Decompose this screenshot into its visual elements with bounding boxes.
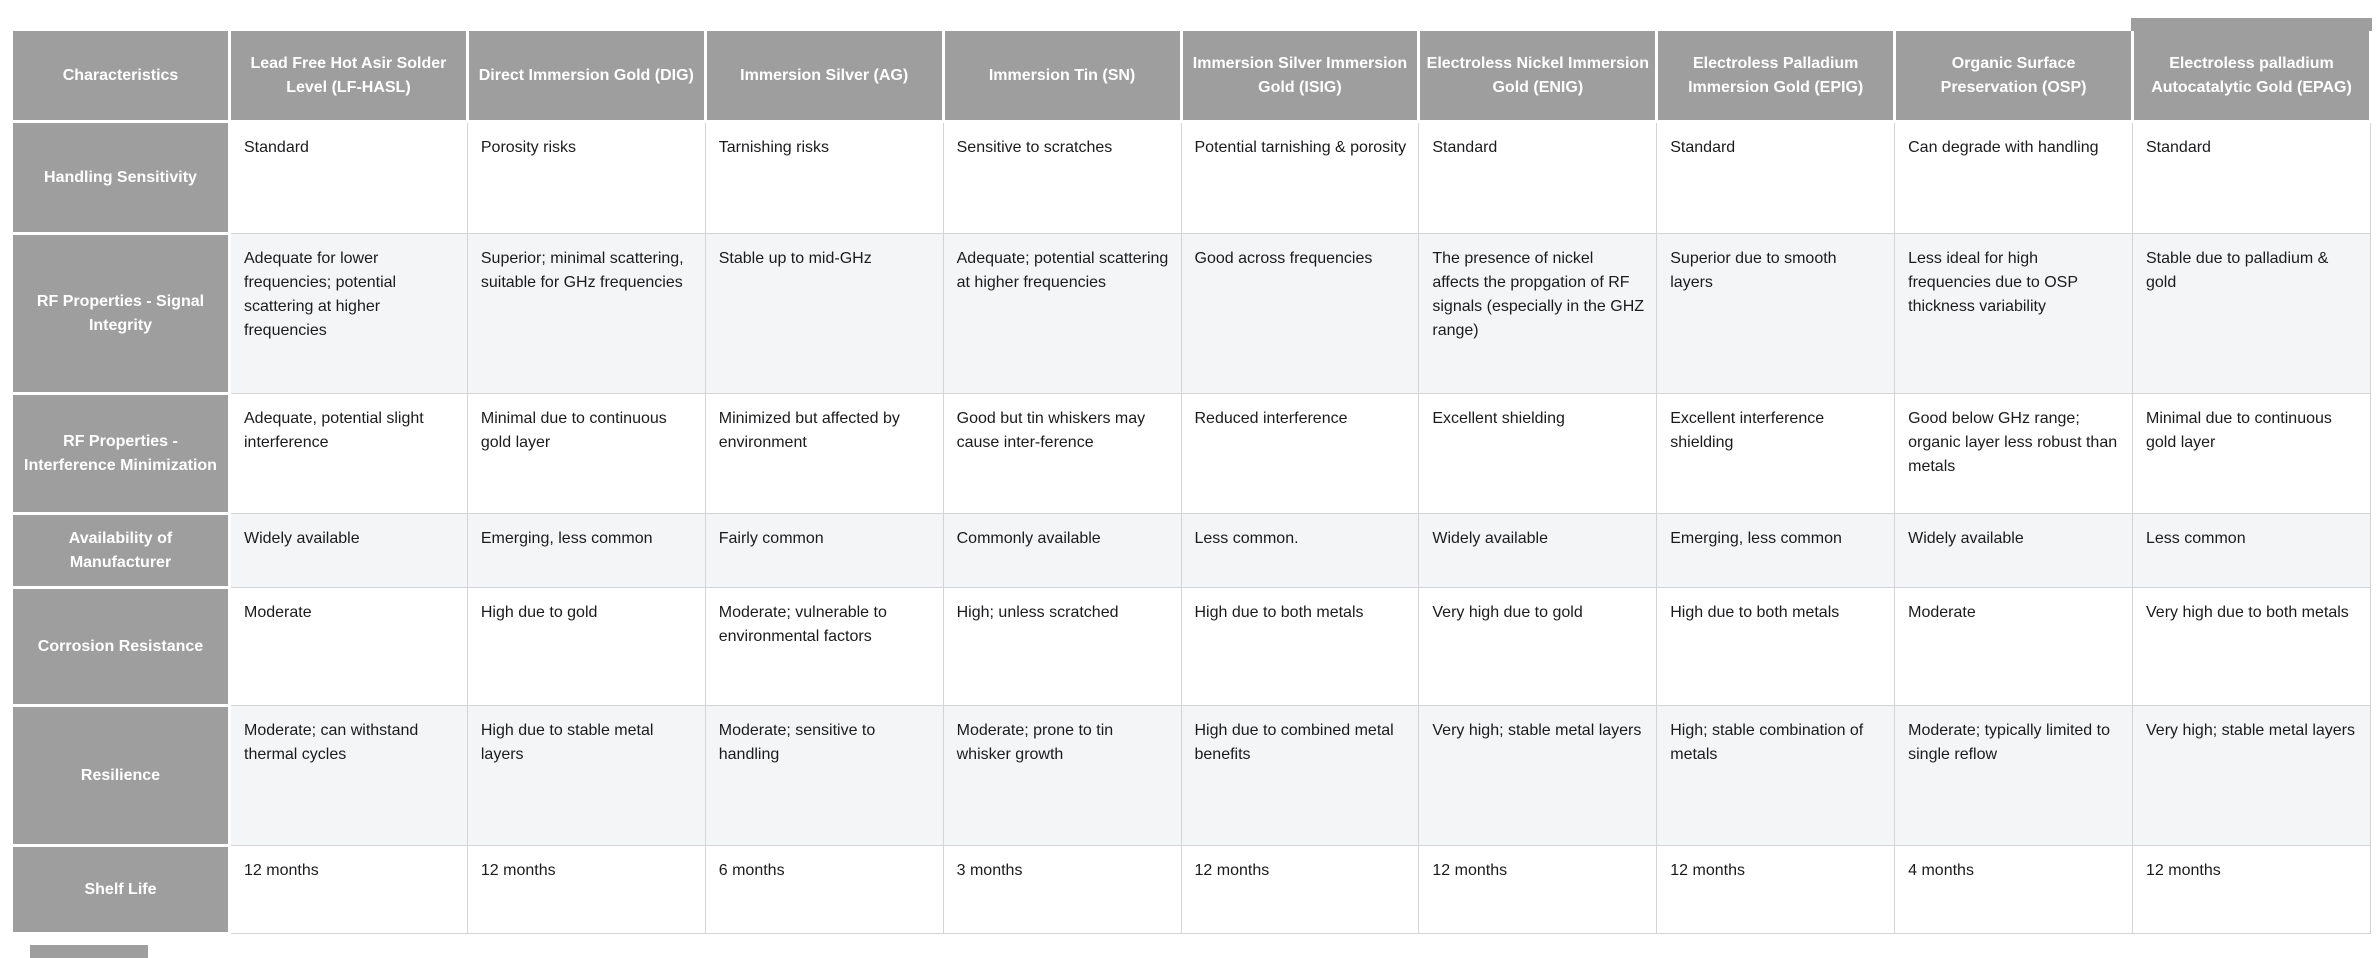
table-cell: 12 months — [1180, 845, 1420, 934]
column-header: Immersion Tin (SN) — [941, 28, 1183, 123]
table-cell: 12 months — [1418, 845, 1658, 934]
partial-next-row-label — [30, 945, 148, 958]
table-cell: High; unless scratched — [942, 587, 1182, 706]
table-cell: Adequate; potential scattering at higher… — [942, 233, 1182, 394]
table-cell: Standard — [1656, 121, 1896, 234]
row-label: RF Properties - Signal Integrity — [10, 232, 231, 395]
table-cell: Excellent shielding — [1418, 393, 1658, 514]
column-header: Electroless palladium Autocatalytic Gold… — [2131, 19, 2374, 123]
column-header: Organic Surface Preservation (OSP) — [1893, 28, 2134, 123]
table-cell: 12 months — [2132, 845, 2371, 934]
table-header: Characteristics Lead Free Hot Asir Solder… — [10, 19, 2374, 123]
table-cell: Commonly available — [942, 513, 1182, 588]
table-cell: Tarnishing risks — [704, 121, 944, 234]
table-cell: Moderate; vulnerable to environmental fa… — [704, 587, 944, 706]
characteristics-header: Characteristics — [10, 28, 231, 123]
table-cell: High due to stable metal layers — [466, 705, 706, 846]
column-header: Direct Immersion Gold (DIG) — [465, 28, 707, 123]
row-label: Resilience — [10, 704, 231, 847]
row-label: Availability of Manufacturer — [10, 512, 231, 589]
table-cell: Good but tin whiskers may cause inter-fe… — [942, 393, 1182, 514]
table-cell: Adequate, potential slight interference — [229, 393, 468, 514]
column-header: Lead Free Hot Asir Solder Level (LF-HASL… — [228, 28, 469, 123]
table-cell: Minimal due to continuous gold layer — [2132, 393, 2371, 514]
table-cell: Good below GHz range; organic layer less… — [1894, 393, 2133, 514]
table-cell: Very high due to gold — [1418, 587, 1658, 706]
row-label: RF Properties - Interference Minimizatio… — [10, 392, 231, 515]
table-cell: Stable due to palladium & gold — [2132, 233, 2371, 394]
table-cell: 3 months — [942, 845, 1182, 934]
row-label: Handling Sensitivity — [10, 120, 231, 235]
table-cell: Adequate for lower frequencies; potentia… — [229, 233, 468, 394]
table-cell: Standard — [1418, 121, 1658, 234]
row-label: Corrosion Resistance — [10, 586, 231, 707]
table-row: Handling Sensitivity Standard Porosity ris… — [10, 120, 2371, 235]
table-row: Shelf Life 12 months 12 months 6 months 3 mo… — [10, 844, 2371, 935]
table-cell: Reduced interference — [1180, 393, 1420, 514]
table-cell: 12 months — [466, 845, 706, 934]
table-cell: Potential tarnishing & porosity — [1180, 121, 1420, 234]
table-cell: Less common — [2132, 513, 2371, 588]
table-body: Handling Sensitivity Standard Porosity ris… — [10, 120, 2371, 935]
table-cell: Fairly common — [704, 513, 944, 588]
table-cell: Sensitive to scratches — [942, 121, 1182, 234]
table-cell: 4 months — [1894, 845, 2133, 934]
table-cell: High due to gold — [466, 587, 706, 706]
table-cell: 12 months — [229, 845, 468, 934]
table-cell: High; stable combination of metals — [1656, 705, 1896, 846]
table-cell: Less ideal for high frequencies due to O… — [1894, 233, 2133, 394]
table-cell: Moderate — [1894, 587, 2133, 706]
table-cell: Less common. — [1180, 513, 1420, 588]
column-header: Immersion Silver (AG) — [703, 28, 945, 123]
table-cell: Can degrade with handling — [1894, 121, 2133, 234]
table-cell: 6 months — [704, 845, 944, 934]
table-cell: Moderate; sensitive to handling — [704, 705, 944, 846]
table-cell: High due to both metals — [1656, 587, 1896, 706]
row-label: Shelf Life — [10, 844, 231, 935]
table-cell: Very high; stable metal layers — [1418, 705, 1658, 846]
table-cell: Standard — [2132, 121, 2371, 234]
table-cell: Widely available — [229, 513, 468, 588]
table-cell: Minimized but affected by environment — [704, 393, 944, 514]
header-row: Characteristics Lead Free Hot Asir Solder… — [10, 19, 2374, 123]
column-header: Electroless Nickel Immersion Gold (ENIG) — [1417, 28, 1659, 123]
table-cell: Very high due to both metals — [2132, 587, 2371, 706]
table-cell: High due to combined metal benefits — [1180, 705, 1420, 846]
table-cell: High due to both metals — [1180, 587, 1420, 706]
table-cell: Stable up to mid-GHz — [704, 233, 944, 394]
table-cell: Minimal due to continuous gold layer — [466, 393, 706, 514]
table-cell: Superior due to smooth layers — [1656, 233, 1896, 394]
column-header: Electroless Palladium Immersion Gold (EP… — [1655, 28, 1897, 123]
table-cell: Excellent interference shielding — [1656, 393, 1896, 514]
table-cell: Widely available — [1894, 513, 2133, 588]
table-row: Availability of Manufacturer Widely avail… — [10, 512, 2371, 589]
table-cell: Moderate; typically limited to single re… — [1894, 705, 2133, 846]
table-cell: Emerging, less common — [466, 513, 706, 588]
table-cell: Moderate — [229, 587, 468, 706]
table-row: RF Properties - Interference Minimizatio… — [10, 392, 2371, 515]
table-cell: Widely available — [1418, 513, 1658, 588]
table-cell: Good across frequencies — [1180, 233, 1420, 394]
table-cell: Superior; minimal scattering, suitable f… — [466, 233, 706, 394]
table-cell: Very high; stable metal layers — [2132, 705, 2371, 846]
column-header: Immersion Silver Immersion Gold (ISIG) — [1179, 28, 1421, 123]
table-row: Resilience Moderate; can withstand therma… — [10, 704, 2371, 847]
table-cell: Porosity risks — [466, 121, 706, 234]
table-row: RF Properties - Signal Integrity Adequate… — [10, 232, 2371, 395]
table-cell: Emerging, less common — [1656, 513, 1896, 588]
table-row: Corrosion Resistance Moderate High due to … — [10, 586, 2371, 707]
table-cell: Moderate; can withstand thermal cycles — [229, 705, 468, 846]
table-cell: The presence of nickel affects the propg… — [1418, 233, 1658, 394]
table-cell: 12 months — [1656, 845, 1896, 934]
surface-finish-comparison-table: Characteristics Lead Free Hot Asir Solder… — [10, 19, 2374, 935]
table-cell: Standard — [229, 121, 468, 234]
table-cell: Moderate; prone to tin whisker growth — [942, 705, 1182, 846]
